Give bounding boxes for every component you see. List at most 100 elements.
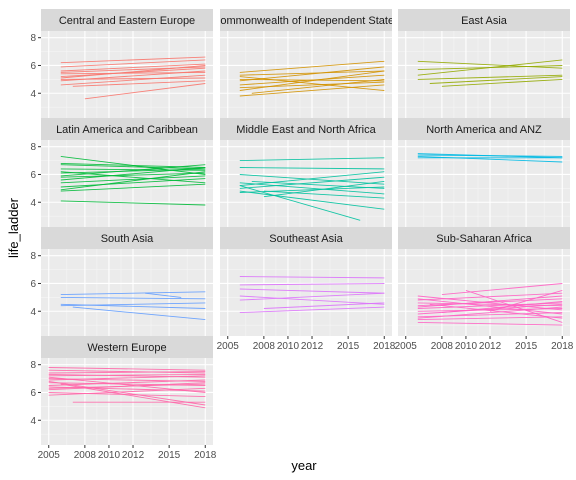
y-tick-label: 8 [30, 142, 36, 153]
series-line [239, 84, 385, 97]
facet-strip [398, 9, 570, 31]
facet-strip [41, 336, 213, 358]
facet-strip [220, 227, 392, 249]
series-line [417, 306, 563, 319]
series-line [417, 298, 563, 315]
facet-panels: Central and Eastern Europe 4 6 8 Commonwealt… [30, 9, 574, 461]
series-line [60, 63, 206, 72]
x-tick-label: 2010 [277, 341, 300, 352]
y-tick-label: 6 [30, 279, 36, 290]
x-axis-title: year [291, 458, 317, 473]
facet-strip-label: Western Europe [87, 342, 166, 354]
series-line [48, 383, 206, 389]
facet-strip-label: Commonwealth of Independent States [212, 15, 400, 27]
series-line [60, 175, 206, 184]
x-tick-label: 2008 [431, 341, 454, 352]
panel-background [398, 249, 570, 336]
series-line [239, 292, 385, 301]
series-line [60, 303, 206, 309]
series-line [60, 168, 206, 171]
series-line [84, 83, 206, 100]
series-line [60, 171, 206, 184]
series-line [60, 183, 206, 192]
panel-background [41, 31, 213, 118]
series-line [417, 65, 563, 71]
series-line [60, 59, 206, 68]
series-line [417, 154, 563, 157]
series-line [417, 292, 563, 301]
series-line [60, 296, 206, 300]
y-tick-label: 4 [30, 307, 36, 318]
facet-panel: Commonwealth of Independent States [212, 9, 400, 118]
series-line [239, 295, 385, 305]
facet-panel: South Asia 4 6 8 [30, 227, 213, 336]
series-line [60, 67, 206, 78]
series-line [441, 283, 563, 296]
series-line [239, 60, 385, 73]
x-tick-label: 2018 [373, 341, 396, 352]
y-tick-label: 6 [30, 388, 36, 399]
x-tick-label: 2018 [551, 341, 574, 352]
facet-strip-label: North America and ANZ [426, 124, 542, 136]
series-line [60, 74, 206, 86]
x-tick-label: 2008 [74, 450, 97, 461]
series-line [60, 77, 206, 80]
series-line [417, 321, 563, 326]
y-tick-label: 4 [30, 198, 36, 209]
series-line [441, 301, 563, 314]
series-line [60, 291, 206, 296]
facet-strip [220, 9, 392, 31]
series-line [60, 164, 206, 170]
series-line [60, 167, 206, 181]
series-line [239, 283, 385, 286]
facet-strip-label: Middle East and North Africa [236, 124, 376, 136]
series-line [239, 76, 385, 91]
series-line [72, 306, 206, 321]
series-line [239, 81, 385, 89]
series-line [429, 76, 563, 84]
series-line [239, 70, 385, 76]
facet-strip [41, 227, 213, 249]
facet-panel: Southeast Asia 2005 2008 2010 2012 2015 2018 [217, 227, 396, 352]
y-tick-label: 8 [30, 33, 36, 44]
x-tick-label: 2008 [253, 341, 276, 352]
series-line [239, 167, 385, 170]
facet-strip [220, 118, 392, 140]
facet-panel: Central and Eastern Europe 4 6 8 [30, 9, 213, 118]
series-line [417, 60, 563, 69]
series-line [239, 78, 385, 82]
series-line [417, 155, 563, 163]
series-line [239, 171, 385, 187]
series-line [72, 80, 206, 87]
facet-strip-label: Southeast Asia [269, 233, 343, 245]
series-line [48, 367, 206, 371]
series-line [251, 78, 385, 94]
series-line [48, 373, 206, 377]
series-line [239, 185, 361, 221]
series-line [60, 65, 206, 79]
x-tick-label: 2015 [158, 450, 181, 461]
series-line [489, 289, 563, 312]
x-tick-label: 2005 [395, 341, 418, 352]
series-line [417, 302, 563, 307]
series-line [465, 289, 563, 323]
facet-strip-label: Sub-Saharan Africa [436, 233, 532, 245]
facet-panel: Latin America and Caribbean 4 6 8 [30, 118, 213, 227]
x-tick-label: 2015 [515, 341, 538, 352]
series-line [239, 288, 385, 294]
facet-panel: East Asia [398, 9, 570, 118]
series-line [60, 200, 206, 206]
series-line [239, 190, 385, 210]
facet-strip [398, 118, 570, 140]
series-line [60, 164, 206, 177]
series-line [239, 182, 385, 195]
y-tick-label: 8 [30, 251, 36, 262]
facet-strip [398, 227, 570, 249]
series-line [48, 379, 206, 386]
series-line [239, 186, 385, 193]
y-tick-label: 4 [30, 416, 36, 427]
facet-panel: North America and ANZ [398, 118, 570, 227]
x-tick-label: 2012 [301, 341, 324, 352]
series-line [48, 376, 206, 393]
